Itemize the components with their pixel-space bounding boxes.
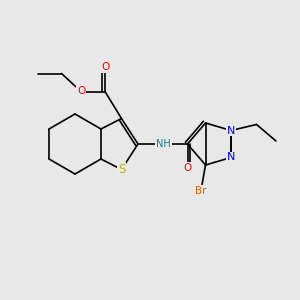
Text: O: O [101,62,109,73]
Text: O: O [183,163,192,173]
Text: O: O [77,86,85,97]
Text: NH: NH [156,139,171,149]
Text: Br: Br [195,185,207,196]
Text: N: N [227,152,235,163]
Text: S: S [118,163,125,176]
Text: N: N [227,125,235,136]
